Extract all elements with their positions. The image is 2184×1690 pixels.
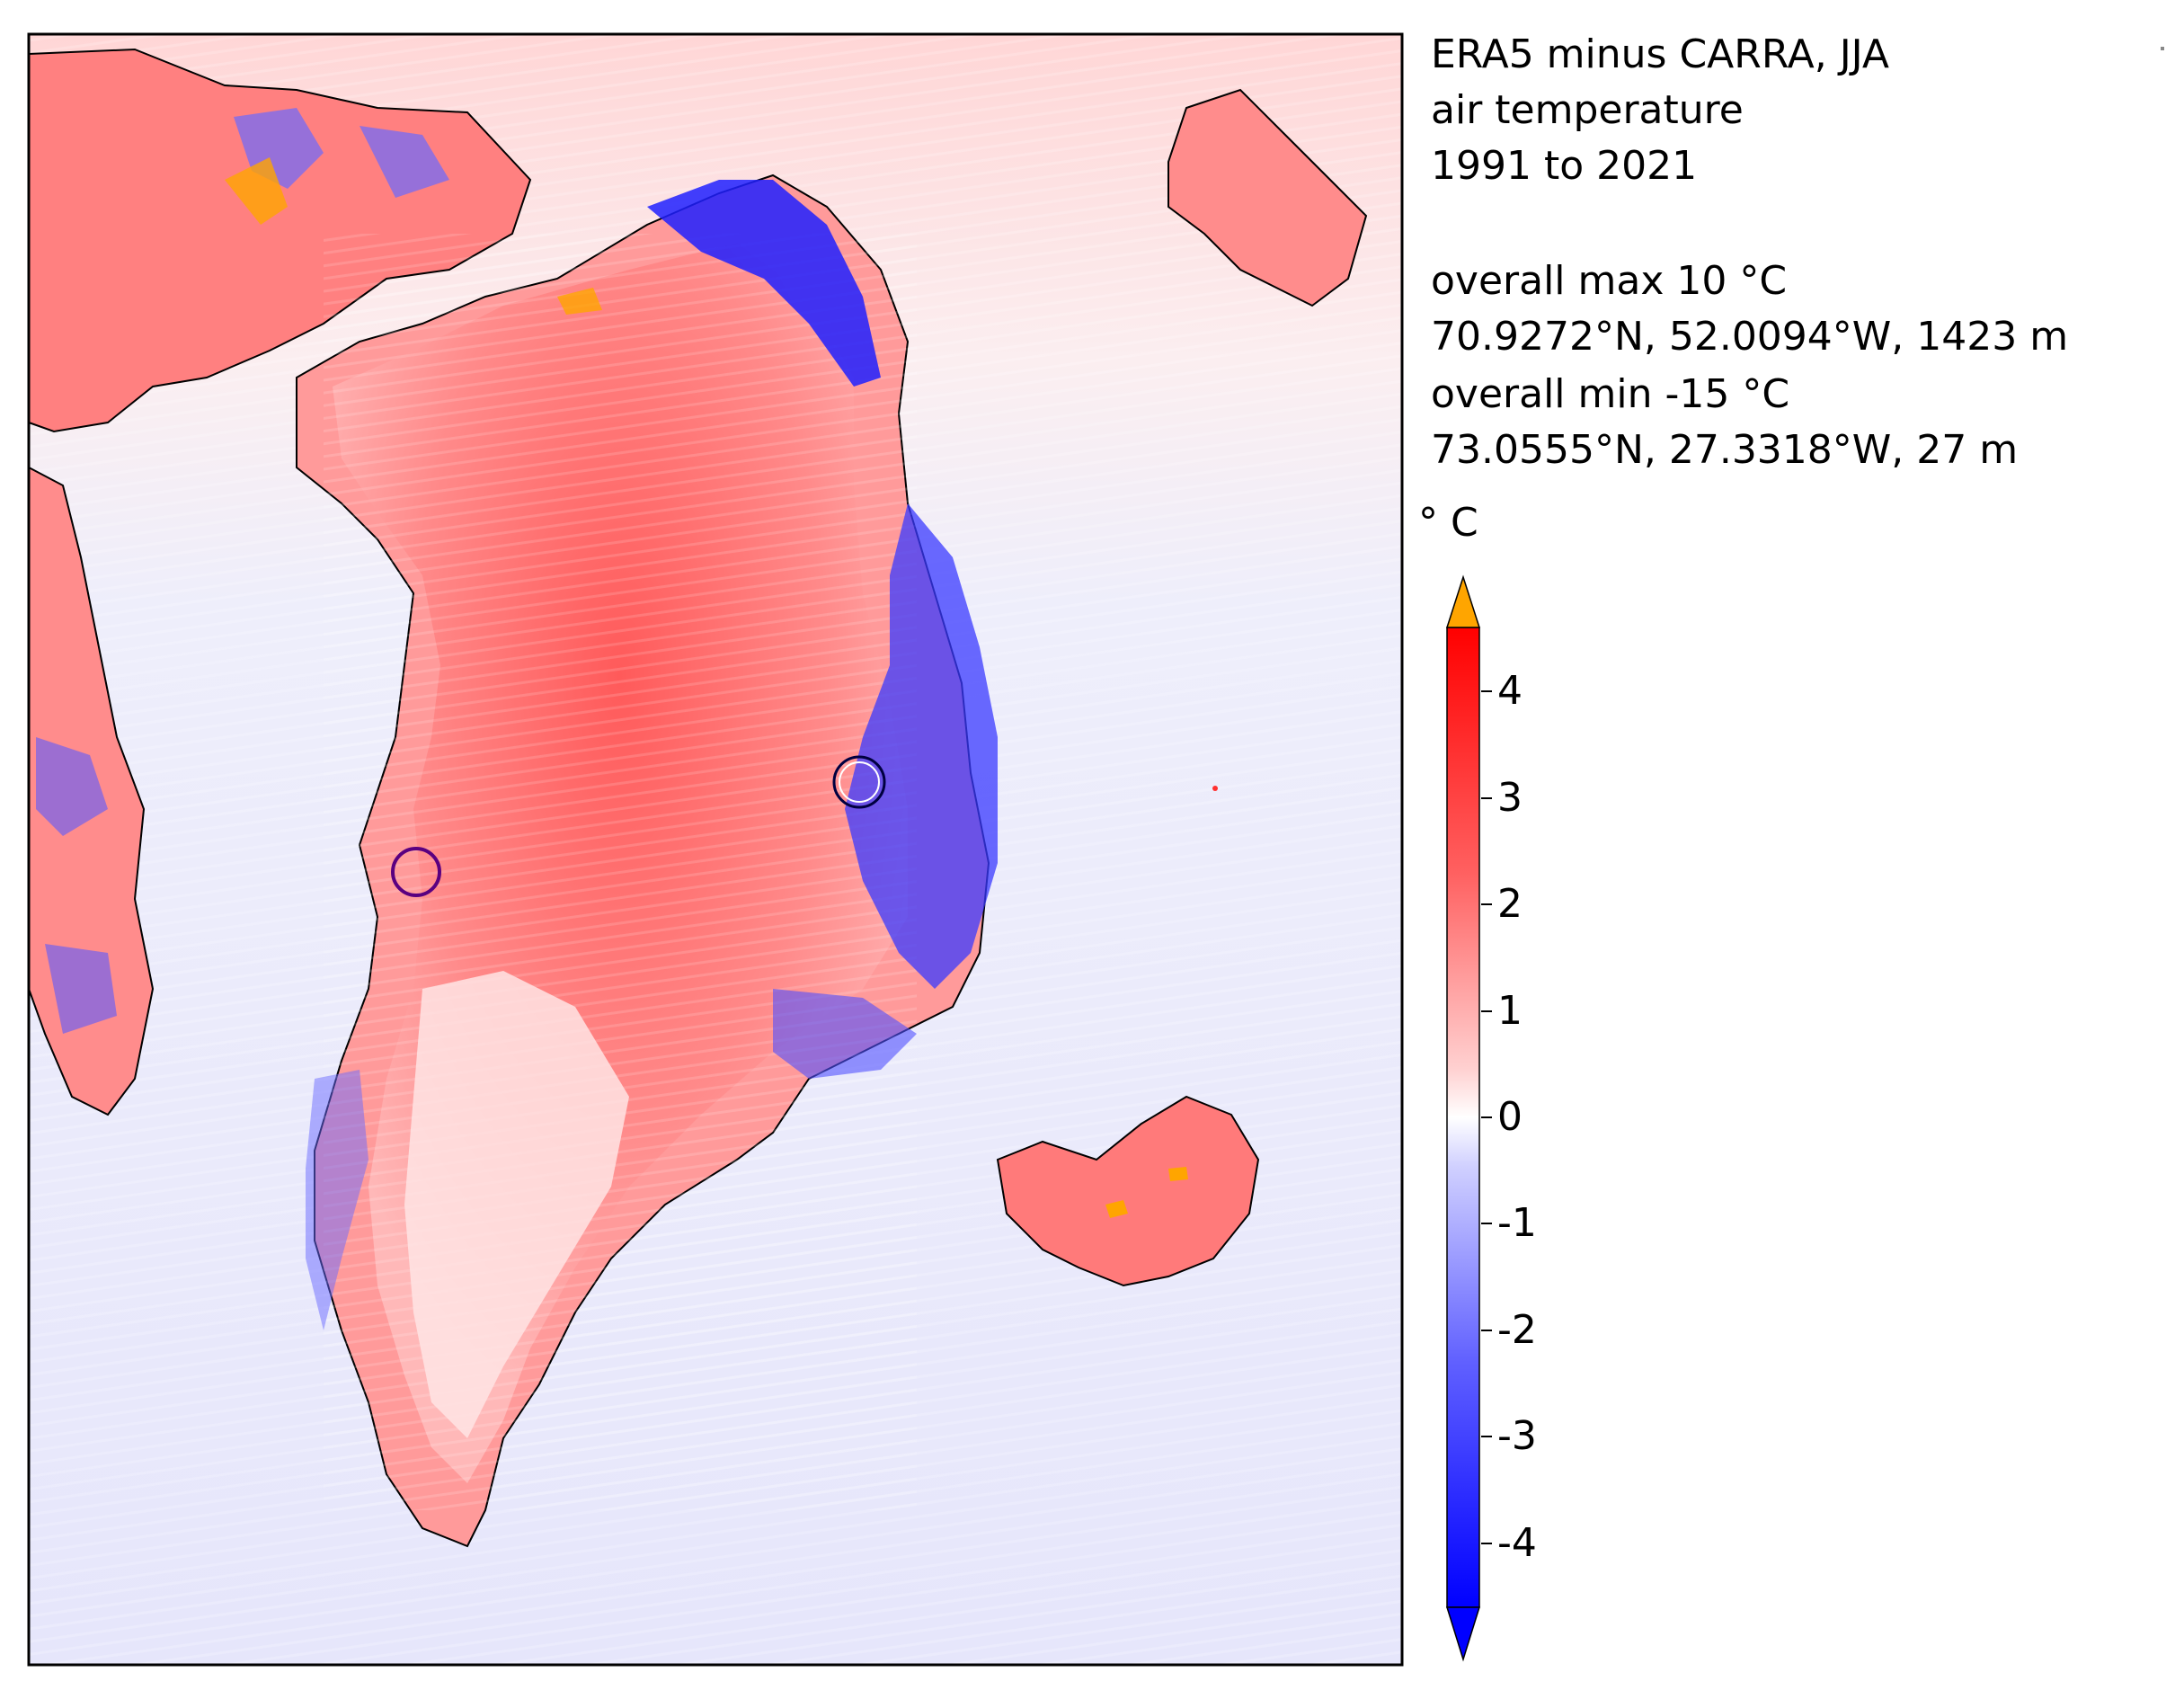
colorbar-tick-mark bbox=[1481, 1116, 1492, 1118]
map-panel bbox=[27, 32, 1404, 1667]
min-label: overall min -15 °C bbox=[1431, 371, 1790, 417]
colorbar bbox=[1445, 574, 1481, 1662]
colorbar-tick-label: -3 bbox=[1497, 1413, 1537, 1460]
min-location-marker-inner bbox=[839, 761, 880, 803]
iceland-hot-spots bbox=[1105, 1167, 1188, 1218]
corner-mark bbox=[2161, 47, 2164, 50]
colorbar-tick-label: -4 bbox=[1497, 1519, 1537, 1566]
colorbar-tick-mark bbox=[1481, 1010, 1492, 1012]
title-line-2: air temperature bbox=[1431, 87, 1744, 133]
west-coast-blue bbox=[306, 1070, 368, 1330]
colorbar-unit: ° C bbox=[1418, 500, 1478, 546]
colorbar-tick-mark bbox=[1481, 690, 1492, 693]
baffin-blue-patches bbox=[36, 737, 117, 1034]
title-line-1: ERA5 minus CARRA, JJA bbox=[1431, 31, 1889, 77]
southern-ice-pale bbox=[404, 971, 629, 1438]
colorbar-tick-mark bbox=[1481, 1542, 1492, 1544]
ellesmere-blue-patches bbox=[234, 108, 449, 198]
colorbar-tick-mark bbox=[1481, 903, 1492, 906]
colorbar-gradient bbox=[1446, 627, 1480, 1608]
title-line-3: 1991 to 2021 bbox=[1431, 143, 1698, 189]
isolated-hot-pixel bbox=[1212, 786, 1218, 791]
colorbar-tick-label: 1 bbox=[1497, 987, 1523, 1034]
max-label: overall max 10 °C bbox=[1431, 258, 1788, 304]
colorbar-tick-label: 0 bbox=[1497, 1094, 1523, 1140]
north-hot-spots bbox=[225, 157, 602, 315]
ice-stripes bbox=[324, 234, 917, 1510]
colorbar-over-arrow bbox=[1445, 574, 1481, 628]
colorbar-tick-label: -1 bbox=[1497, 1200, 1537, 1247]
min-location-marker bbox=[832, 755, 886, 809]
southeast-blue-patch bbox=[773, 989, 917, 1079]
colorbar-tick-label: 2 bbox=[1497, 881, 1523, 928]
min-location: 73.0555°N, 27.3318°W, 27 m bbox=[1431, 427, 2019, 473]
colorbar-tick-label: 4 bbox=[1497, 668, 1523, 715]
svalbard bbox=[1167, 88, 1368, 307]
east-coast-cold-zone bbox=[647, 180, 881, 387]
east-coast-blue-fjords bbox=[845, 503, 998, 989]
colorbar-tick-label: -2 bbox=[1497, 1306, 1537, 1353]
colorbar-tick-mark bbox=[1481, 1329, 1492, 1331]
colorbar-under-arrow bbox=[1445, 1606, 1481, 1662]
colorbar-tick-label: 3 bbox=[1497, 774, 1523, 821]
max-location-marker bbox=[391, 847, 441, 897]
iceland bbox=[996, 1095, 1260, 1287]
map-frame bbox=[27, 32, 1404, 1667]
colorbar-tick-mark bbox=[1481, 1436, 1492, 1438]
colorbar-tick-mark bbox=[1481, 1223, 1492, 1225]
max-location: 70.9272°N, 52.0094°W, 1423 m bbox=[1431, 314, 2069, 360]
colorbar-tick-mark bbox=[1481, 796, 1492, 799]
